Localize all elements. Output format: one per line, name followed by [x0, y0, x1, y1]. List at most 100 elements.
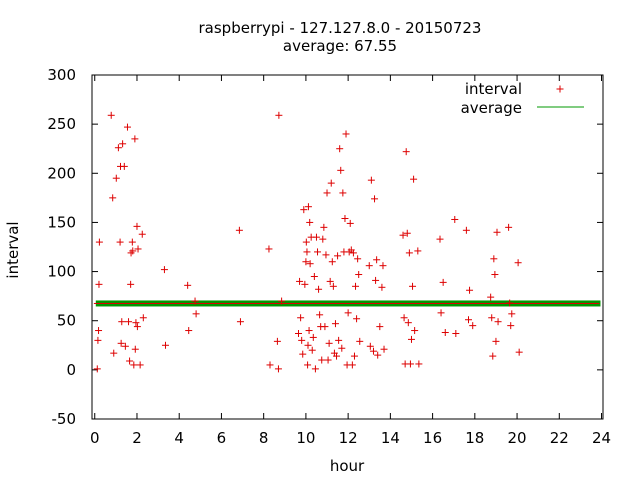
data-point [336, 145, 344, 153]
data-point [109, 194, 117, 202]
data-point [451, 215, 459, 223]
data-point [366, 342, 374, 350]
data-point [95, 238, 103, 246]
data-point [315, 285, 323, 293]
data-point [335, 336, 343, 344]
data-point [409, 282, 417, 290]
data-point [405, 249, 413, 257]
x-tick-label: 12 [339, 429, 358, 447]
data-point [319, 235, 327, 243]
data-point [337, 166, 345, 174]
data-point [160, 266, 168, 274]
data-point [376, 323, 384, 331]
data-point [236, 318, 244, 326]
data-point [316, 311, 324, 319]
data-point [415, 360, 423, 368]
legend-label-average: average [461, 99, 522, 117]
data-point [302, 238, 310, 246]
data-point [320, 223, 328, 231]
data-point [136, 361, 144, 369]
data-point [321, 323, 329, 331]
data-point [116, 238, 124, 246]
data-point [372, 276, 380, 284]
data-point [128, 238, 136, 246]
data-point [369, 347, 377, 355]
x-tick-label: 8 [259, 429, 269, 447]
data-point [436, 235, 444, 243]
data-point [94, 336, 102, 344]
chart-subtitle: average: 67.55 [283, 37, 397, 55]
data-point [300, 206, 308, 214]
data-point [278, 297, 286, 305]
data-point [346, 219, 354, 227]
data-point [304, 341, 312, 349]
legend-label-interval: interval [465, 80, 522, 98]
data-point [342, 130, 350, 138]
data-point [308, 346, 316, 354]
data-point [123, 123, 131, 131]
data-point [328, 258, 336, 266]
chart-title: raspberrypi - 127.127.8.0 - 20150723 [199, 19, 482, 37]
data-point [306, 260, 314, 268]
data-point [353, 315, 361, 323]
legend-marker-interval [556, 85, 564, 93]
data-point [515, 348, 523, 356]
data-point [508, 310, 516, 318]
data-point [327, 179, 335, 187]
y-tick-label: 200 [47, 164, 76, 182]
data-point [334, 252, 342, 260]
y-tick-label: 300 [47, 66, 76, 84]
data-point [338, 344, 346, 352]
x-tick-label: 18 [465, 429, 484, 447]
data-point [295, 329, 303, 337]
data-point [130, 361, 138, 369]
data-point [118, 318, 126, 326]
data-point [365, 262, 373, 270]
data-point [333, 352, 341, 360]
data-point [133, 222, 141, 230]
data-point [131, 345, 139, 353]
data-point [133, 323, 141, 331]
x-tick-label: 2 [132, 429, 142, 447]
data-point [185, 327, 193, 335]
data-point [126, 357, 134, 365]
data-point [129, 247, 137, 255]
x-tick-label: 14 [381, 429, 400, 447]
data-point [406, 360, 414, 368]
data-point [309, 333, 317, 341]
data-point [400, 314, 408, 322]
data-point [323, 189, 331, 197]
data-point [378, 283, 386, 291]
data-point [491, 271, 499, 279]
data-point [441, 329, 449, 337]
data-point [367, 176, 375, 184]
data-point [107, 111, 115, 119]
data-point [131, 135, 139, 143]
y-tick-label: 50 [57, 312, 76, 330]
data-point [350, 352, 358, 360]
data-point [407, 335, 415, 343]
data-point [462, 226, 470, 234]
tick-marks [92, 74, 603, 420]
tick-labels: 0 2 4 6 8 10 12 14 16 18 20 22 24-500501001502002503… [47, 66, 611, 447]
data-point [139, 314, 147, 322]
y-tick-label: 150 [47, 213, 76, 231]
data-point [275, 111, 283, 119]
data-point [399, 231, 407, 239]
y-tick-label: 100 [47, 263, 76, 281]
data-point [301, 280, 309, 288]
x-tick-label: 24 [592, 429, 611, 447]
data-point [274, 365, 282, 373]
data-point [414, 247, 422, 255]
data-point [403, 229, 411, 237]
data-point [437, 309, 445, 317]
data-point [304, 203, 312, 211]
data-point [112, 174, 120, 182]
x-axis-title: hour [330, 457, 365, 475]
data-point [341, 214, 349, 222]
data-point [322, 251, 330, 259]
data-point [371, 195, 379, 203]
data-point [487, 293, 495, 301]
data-point [273, 337, 281, 345]
data-point [161, 341, 169, 349]
